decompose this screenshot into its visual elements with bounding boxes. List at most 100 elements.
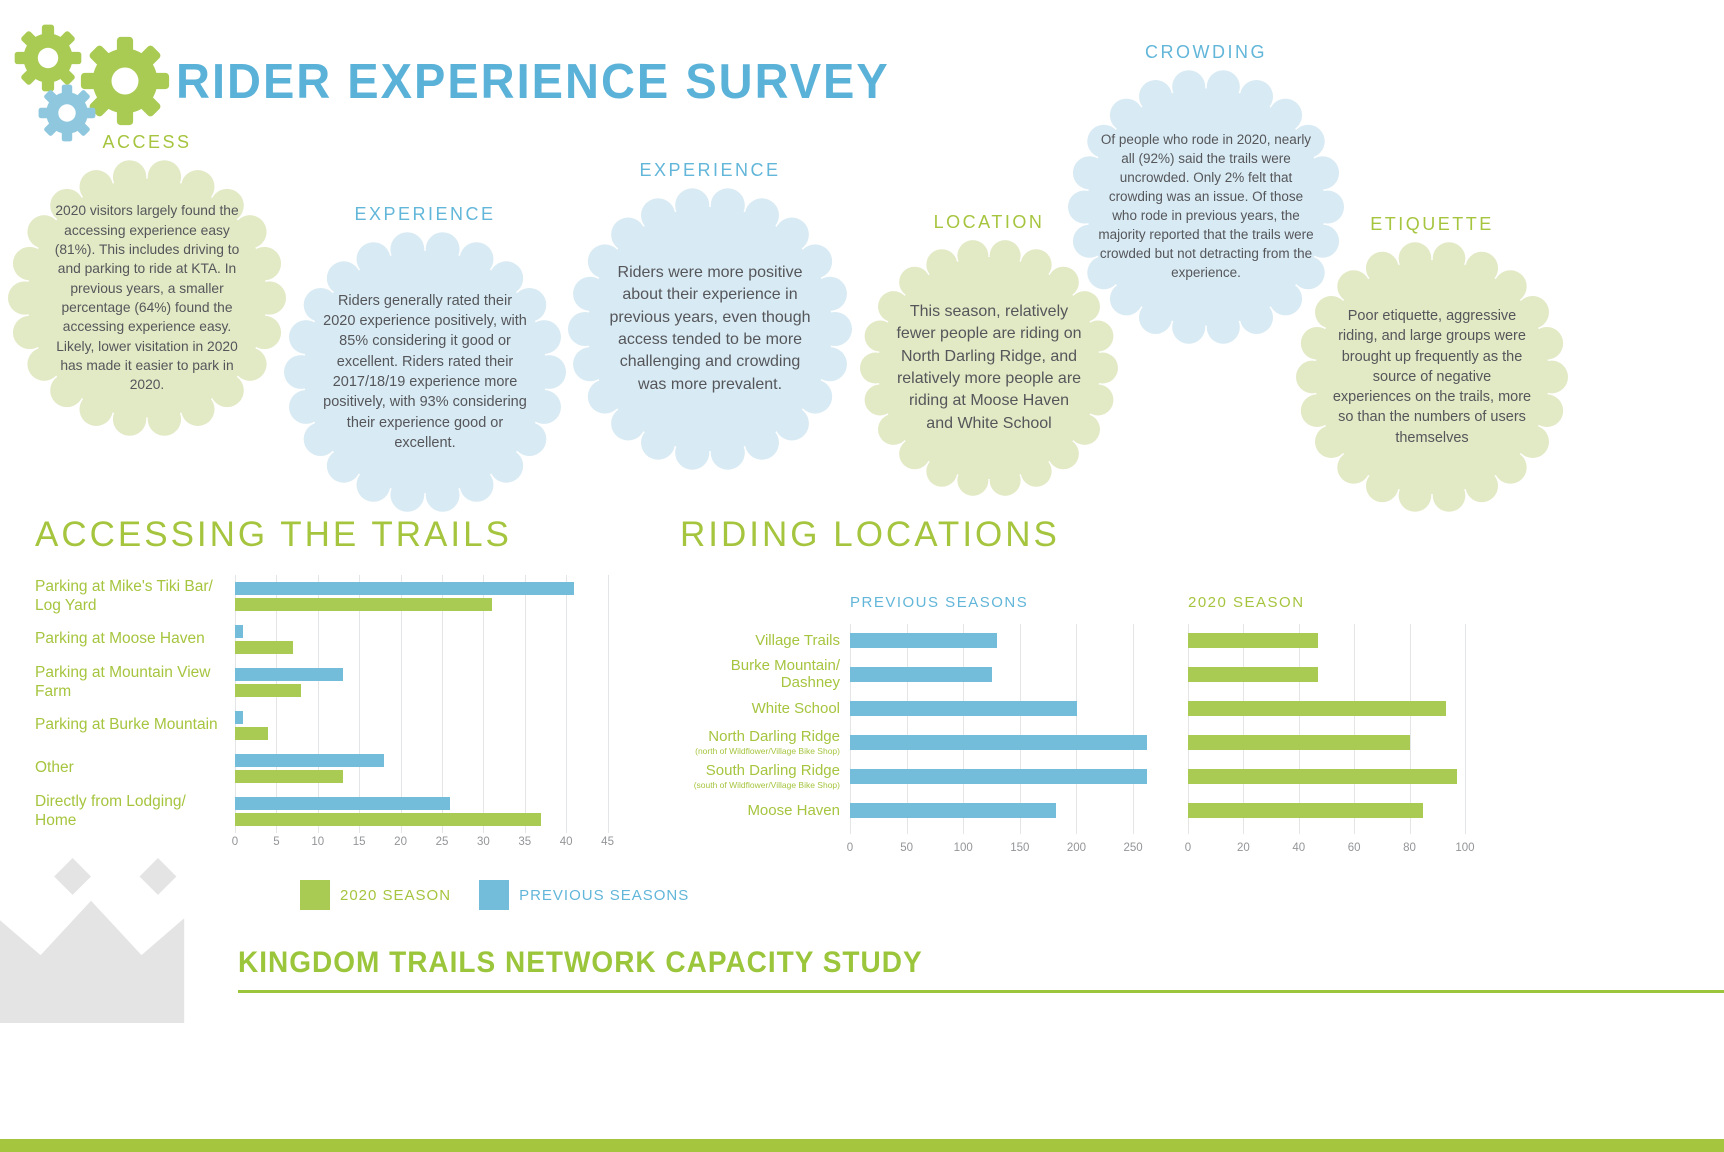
gear-shape: [8, 160, 286, 436]
bar-2020-season: [1188, 769, 1457, 784]
bubble-access-text: 2020 visitors largely found the accessin…: [54, 203, 240, 393]
bar-previous-seasons: [235, 582, 575, 595]
axis-tick-label: 100: [953, 842, 973, 854]
bubble-location-gear: This season, relatively fewer people are…: [860, 239, 1118, 497]
access-gridlines: [235, 575, 620, 833]
gridline: [607, 575, 609, 833]
gridline: [1133, 624, 1135, 834]
bar-2020-season: [235, 727, 269, 740]
bubble-experience-1-gear: Riders generally rated their 2020 experi…: [284, 231, 566, 513]
bubble-access: ACCESS 2020 visitors largely found the a…: [8, 132, 286, 437]
axis-tick-label: 5: [273, 836, 280, 848]
riding-category-name: Village Trails: [755, 631, 840, 649]
bar-previous-seasons: [850, 701, 1077, 716]
gridline: [235, 575, 236, 833]
bubble-etiquette: ETIQUETTE Poor etiquette, aggressive rid…: [1296, 214, 1568, 513]
access-chart-row: Parking at Burke Mountain: [35, 704, 635, 747]
gridline: [906, 624, 908, 834]
riding-category-label: White School: [690, 692, 840, 726]
axis-tick-label: 10: [311, 836, 325, 848]
legend-label-2020: 2020 SEASON: [340, 886, 452, 904]
gridline: [963, 624, 965, 834]
riding-category-label: Village Trails: [690, 624, 840, 658]
bar-previous-seasons: [235, 625, 244, 638]
access-bar-group: [235, 790, 620, 833]
access-category-label: Parking at Moose Haven: [35, 630, 205, 648]
crown-logo: [0, 858, 185, 1023]
riding-gridlines: [850, 624, 1158, 834]
page-title: RIDER EXPERIENCE SURVEY: [176, 53, 890, 109]
bottom-bar: [0, 1139, 1724, 1152]
legend-swatch-previous: [479, 880, 510, 910]
bar-2020-season: [235, 641, 293, 654]
access-chart-row: Directly from Lodging/ Home: [35, 790, 635, 833]
axis-tick-label: 20: [1236, 842, 1250, 854]
access-bar-group: [235, 618, 620, 661]
gridline: [1354, 624, 1356, 834]
riding-section-title: RIDING LOCATIONS: [680, 515, 1060, 554]
axis-tick-label: 0: [846, 842, 854, 854]
bar-previous-seasons: [235, 797, 451, 810]
bubble-experience-1-text: Riders generally rated their 2020 experi…: [323, 292, 527, 451]
access-category-label: Parking at Mike's Tiki Bar/ Log Yard: [35, 578, 213, 614]
bar-2020-season: [1188, 803, 1424, 818]
axis-tick-label: 80: [1403, 842, 1416, 854]
gear-icon-blue: [38, 84, 96, 142]
footer-rule: [238, 990, 1724, 993]
bar-2020-season: [235, 813, 542, 826]
access-chart-row: Parking at Moose Haven: [35, 618, 635, 661]
bar-2020-season: [1188, 667, 1319, 682]
axis-tick-label: 40: [559, 836, 573, 848]
bubble-crowding-gear: Of people who rode in 2020, nearly all (…: [1068, 69, 1344, 345]
bubble-location-heading: LOCATION: [933, 212, 1045, 232]
panel-previous-seasons-header: PREVIOUS SEASONS: [850, 594, 1029, 611]
riding-category-label: North Darling Ridge (north of Wildflower/…: [690, 726, 840, 760]
axis-tick-label: 0: [231, 836, 239, 848]
gear-shape: [284, 232, 566, 512]
bubble-experience-2-text: Riders were more positive about their ex…: [609, 263, 811, 393]
bubble-experience-2-heading: EXPERIENCE: [639, 160, 781, 180]
gridline: [317, 575, 319, 833]
bar-previous-seasons: [235, 754, 385, 767]
axis-tick-label: 50: [900, 842, 914, 854]
access-category-label: Other: [35, 759, 74, 777]
gridline: [1243, 624, 1245, 834]
gear-shape: [1068, 70, 1344, 344]
gear-shape: [860, 240, 1118, 496]
bar-previous-seasons: [850, 633, 998, 648]
axis-tick-label: 0: [1184, 842, 1192, 854]
riding-category-label: Moose Haven: [690, 794, 840, 828]
bar-2020-season: [1188, 735, 1410, 750]
gridline: [483, 575, 485, 833]
access-bar-group: [235, 704, 620, 747]
bar-previous-seasons: [850, 803, 1057, 818]
bubble-experience-1-heading: EXPERIENCE: [354, 204, 496, 224]
bar-previous-seasons: [235, 668, 343, 681]
bubble-experience-2: EXPERIENCE Riders were more positive abo…: [568, 160, 852, 471]
accessing-trails-chart: Parking at Mike's Tiki Bar/ Log Yard Park…: [35, 575, 635, 854]
riding-locations-chart: PREVIOUS SEASONS 2020 SEASON 0 50 100 150 20…: [655, 590, 1490, 865]
axis-tick-label: 100: [1455, 842, 1475, 854]
access-chart-row: Parking at Mountain View Farm: [35, 661, 635, 704]
axis-tick-label: 15: [352, 836, 366, 848]
gridline: [850, 624, 851, 834]
gridline: [1298, 624, 1300, 834]
gridline: [400, 575, 402, 833]
chart-legend: 2020 SEASON PREVIOUS SEASONS: [300, 880, 689, 910]
riding-gridlines: [1188, 624, 1476, 834]
axis-tick-label: 35: [518, 836, 532, 848]
gridline: [1188, 624, 1189, 834]
riding-category-label: South Darling Ridge (south of Wildflower/…: [690, 760, 840, 794]
riding-category-name: North Darling Ridge: [708, 728, 840, 746]
gear-glyph: [14, 24, 82, 92]
bar-2020-season: [235, 770, 343, 783]
access-category-label: Parking at Burke Mountain: [35, 716, 218, 734]
riding-category-name: White School: [751, 699, 840, 717]
access-bar-group: [235, 661, 620, 704]
axis-tick-label: 200: [1066, 842, 1087, 854]
gridline: [1409, 624, 1411, 834]
gear-glyph: [38, 84, 96, 142]
bubble-etiquette-heading: ETIQUETTE: [1370, 214, 1494, 234]
access-bar-group: [235, 575, 620, 618]
